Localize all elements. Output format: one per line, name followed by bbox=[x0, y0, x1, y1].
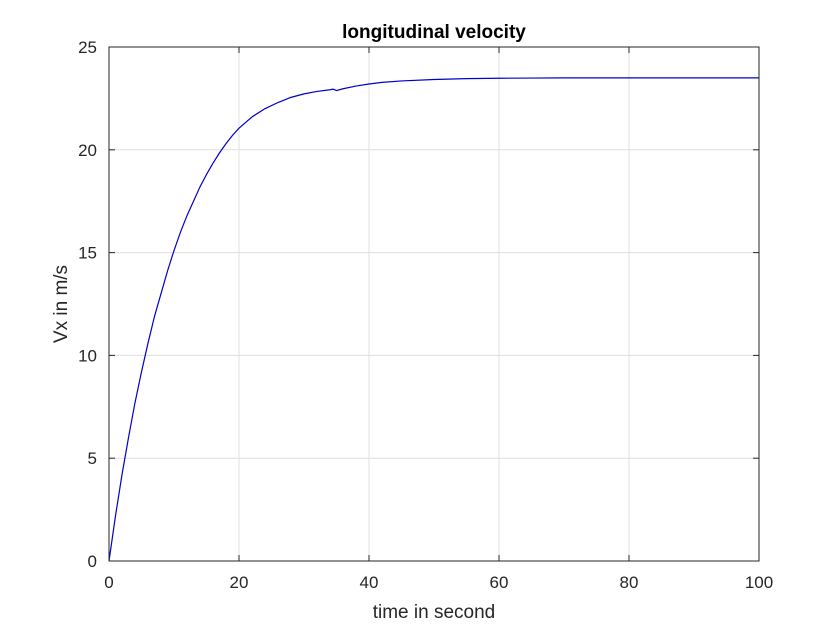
y-tick-label: 25 bbox=[78, 38, 97, 57]
y-tick-labels: 0 5 10 15 20 25 bbox=[78, 38, 97, 571]
x-tick-label: 60 bbox=[490, 573, 509, 592]
y-tick-label: 20 bbox=[78, 141, 97, 160]
ticks bbox=[108, 46, 760, 562]
y-tick-label: 15 bbox=[78, 244, 97, 263]
x-tick-labels: 0 20 40 60 80 100 bbox=[104, 573, 773, 592]
grid bbox=[109, 47, 759, 561]
y-tick-label: 10 bbox=[78, 346, 97, 365]
chart-title: longitudinal velocity bbox=[342, 22, 526, 43]
y-axis-label: Vx in m/s bbox=[51, 265, 72, 343]
series-layer bbox=[108, 77, 759, 562]
series-line bbox=[108, 77, 759, 562]
x-tick-label: 40 bbox=[360, 573, 379, 592]
x-axis-label: time in second bbox=[373, 602, 496, 623]
x-tick-label: 80 bbox=[620, 573, 639, 592]
axes-box bbox=[108, 46, 760, 562]
x-tick-label: 20 bbox=[230, 573, 249, 592]
y-tick-label: 0 bbox=[88, 552, 97, 571]
plot-area bbox=[109, 47, 759, 561]
y-tick-label: 5 bbox=[88, 449, 97, 468]
x-tick-label: 0 bbox=[104, 573, 113, 592]
x-tick-label: 100 bbox=[745, 573, 773, 592]
